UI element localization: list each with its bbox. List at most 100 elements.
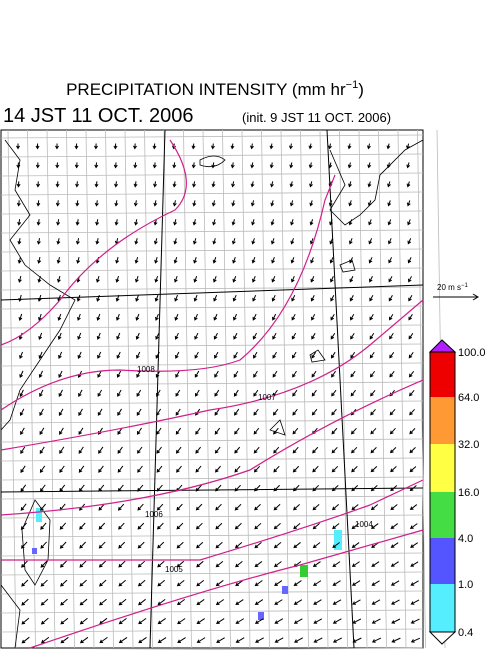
wind-arrow: [97, 370, 102, 378]
colorbar-labels: 100.0 64.0 32.0 16.0 4.0 1.0 0.4: [458, 347, 486, 639]
wind-arrow: [137, 446, 143, 454]
wind-arrow: [153, 238, 158, 245]
wind-arrow: [389, 370, 395, 378]
wind-arrow: [309, 219, 314, 226]
meridian: [326, 129, 355, 649]
wind-arrow: [38, 370, 43, 378]
grid-line: [0, 324, 424, 329]
wind-arrow: [214, 389, 220, 397]
island: [269, 419, 286, 436]
wind-arrow: [157, 579, 166, 587]
wind-arrow: [330, 313, 335, 321]
wind-arrow: [134, 238, 139, 245]
wind-arrow: [213, 332, 218, 340]
wind-arrow: [98, 579, 107, 587]
wind-arrow: [175, 408, 181, 416]
wind-arrow: [409, 428, 416, 435]
isobar-labels: 1008 1007 1006 1005 1004: [137, 365, 373, 574]
wind-arrow: [289, 162, 294, 169]
wind-arrow: [410, 542, 418, 548]
wind-arrow: [331, 465, 339, 473]
wind-arrow: [214, 465, 221, 473]
wind-arrow: [235, 560, 243, 568]
wind-arrow: [254, 503, 261, 511]
wind-arrow: [274, 618, 284, 624]
wind-arrow: [174, 332, 179, 340]
wind-arrow: [292, 370, 297, 378]
wind-arrow: [79, 579, 87, 587]
wind-arrow: [174, 294, 179, 302]
wind-arrow: [176, 541, 184, 549]
wind-arrow: [94, 200, 99, 207]
grid-line: [202, 129, 212, 649]
wind-arrow: [331, 484, 339, 492]
grid-line: [85, 129, 95, 649]
wind-arrow: [20, 541, 28, 549]
wind-arrow: [215, 560, 224, 568]
title-exp: −1: [346, 79, 359, 91]
wind-arrow: [98, 503, 105, 511]
wind-arrow: [233, 370, 239, 378]
wind-arrow: [292, 484, 300, 492]
wind-arrow: [312, 503, 320, 511]
wind-arrow: [371, 637, 382, 643]
wind-arrow: [215, 484, 222, 492]
wind-arrow: [37, 275, 42, 283]
wind-arrow: [273, 446, 280, 454]
wind-arrow: [293, 503, 300, 511]
wind-arrow: [192, 219, 197, 226]
precip-cell: [282, 586, 288, 594]
wind-arrow: [75, 238, 80, 245]
wind-arrow: [193, 294, 198, 302]
wind-arrow: [118, 560, 126, 568]
wind-arrow: [176, 465, 182, 473]
wind-arrow: [330, 332, 336, 340]
wind-arrow: [19, 408, 25, 417]
wind-arrow: [351, 580, 361, 586]
wind-arrow: [273, 503, 281, 511]
wind-arrow: [250, 143, 254, 150]
wind-arrow: [194, 370, 200, 378]
wind-arrow: [274, 599, 283, 605]
wind-arrow: [177, 637, 186, 643]
wind-arrow: [349, 295, 354, 302]
wind-arrow: [332, 561, 341, 567]
island: [199, 155, 226, 168]
wind-arrow: [291, 332, 297, 340]
wind-arrow: [409, 466, 417, 473]
wind-arrow: [293, 637, 303, 643]
wind-arrow: [138, 598, 146, 606]
wind-arrow: [137, 503, 144, 511]
wind-arrow: [387, 181, 391, 188]
precip-cell: [300, 565, 308, 577]
wind-arrow: [98, 446, 104, 454]
wind-arrow: [408, 370, 415, 378]
wind-arrow: [349, 257, 353, 264]
colorbar-segment: [430, 444, 455, 492]
wind-arrow: [74, 162, 79, 169]
wind-arrow: [79, 522, 86, 530]
wind-arrow: [133, 162, 138, 169]
wind-arrow: [153, 219, 158, 226]
wind-arrow: [156, 522, 164, 530]
wind-arrow: [195, 465, 202, 473]
wind-arrow: [409, 504, 418, 511]
wind-arrow: [152, 162, 157, 169]
isobar: [0, 299, 424, 451]
wind-arrow: [213, 313, 218, 321]
wind-arrow: [195, 484, 202, 492]
wind-arrow: [370, 389, 376, 397]
colorbar-segment: [430, 397, 455, 444]
map: 1008 1007 1006 1005 1004: [0, 129, 446, 652]
wind-arrow: [78, 408, 83, 416]
wind-arrow: [233, 313, 238, 321]
wind-arrow: [369, 351, 375, 359]
wind-arrow: [231, 181, 235, 188]
wind-arrow: [136, 427, 142, 435]
wind-arrow: [369, 332, 375, 340]
wind-arrow: [293, 542, 301, 549]
wind-arrow: [408, 352, 414, 359]
wind-arrow: [235, 599, 244, 606]
wind-arrow: [292, 427, 299, 435]
wind-arrow: [21, 617, 30, 625]
